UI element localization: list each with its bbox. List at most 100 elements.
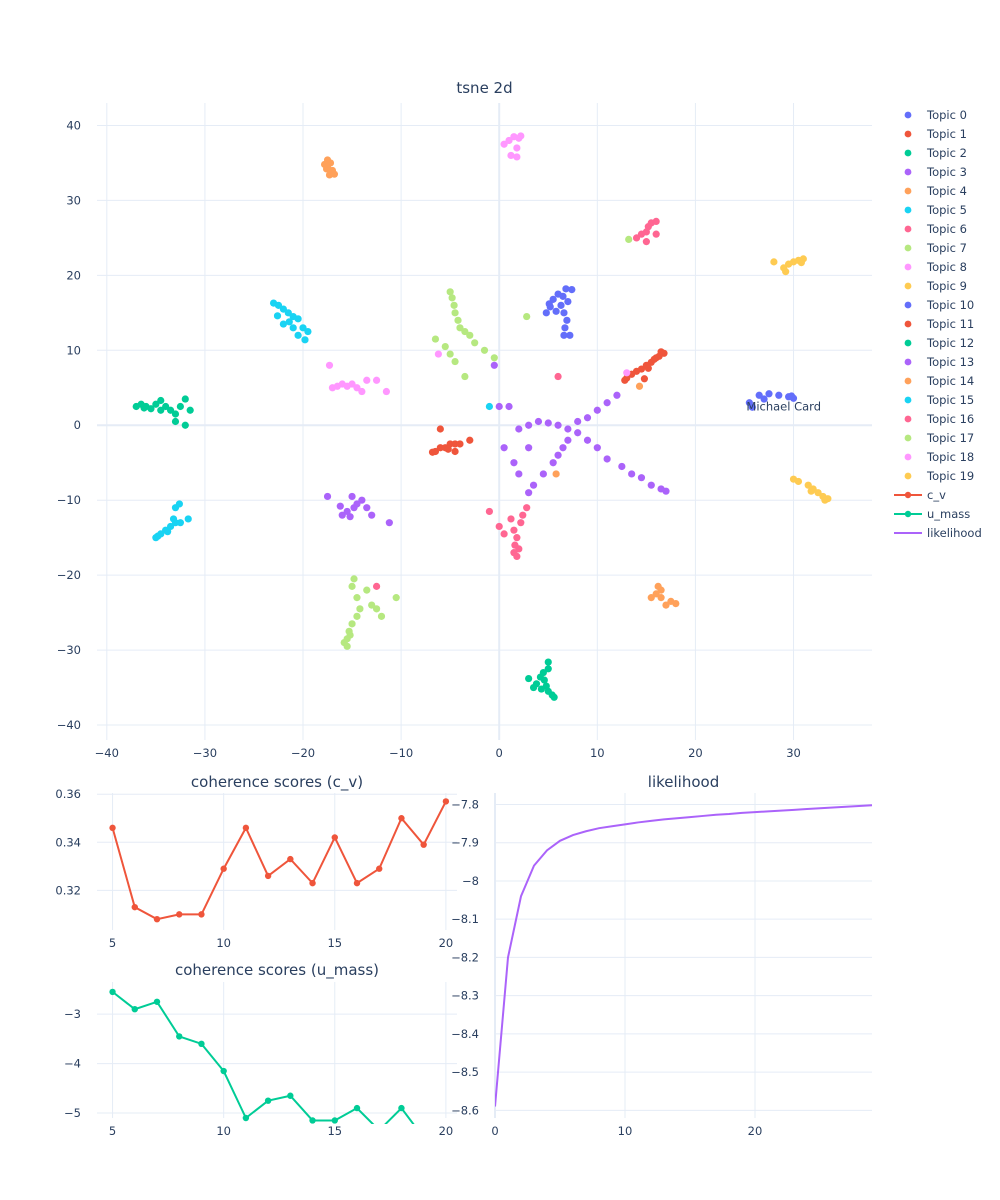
scatter-point <box>807 487 815 495</box>
scatter-point <box>559 292 567 300</box>
legend-item-topic-17[interactable]: Topic 17 <box>904 431 975 445</box>
legend-item-topic-3[interactable]: Topic 3 <box>904 165 967 179</box>
scatter-point <box>495 402 503 411</box>
legend-item-likelihood[interactable]: likelihood <box>894 526 982 540</box>
legend-item-topic-19[interactable]: Topic 19 <box>904 469 975 483</box>
scatter-point <box>480 346 489 354</box>
scatter-point <box>490 354 498 362</box>
line-marker <box>420 841 427 848</box>
scatter-point <box>171 410 180 418</box>
legend-item-c-v[interactable]: c_v <box>894 488 946 502</box>
legend-item-topic-1[interactable]: Topic 1 <box>904 127 967 141</box>
scatter-point <box>304 327 312 336</box>
scatter-point <box>525 444 533 452</box>
scatter-point <box>635 382 644 390</box>
scatter-point <box>523 312 531 321</box>
scatter-point <box>652 217 660 226</box>
x-tick-label: 30 <box>786 746 801 760</box>
legend-item-u-mass[interactable]: u_mass <box>894 507 970 521</box>
scatter-point <box>513 534 521 542</box>
scatter-point <box>323 492 332 501</box>
panel-umass: 5 10 15 20 −5 −4 −3 coherence scores (u_mass) <box>64 961 457 1138</box>
legend-item-topic-7[interactable]: Topic 7 <box>904 241 967 255</box>
scatter-point <box>325 361 334 369</box>
panel-likelihood: 0 10 20 −8.6 −8.5 −8.4 −8.3 −8.2 −8.1 −8 −7.9 −7.8 l… <box>451 773 873 1138</box>
scatter-point <box>662 601 670 609</box>
scatter-point <box>176 519 184 527</box>
legend-item-topic-15[interactable]: Topic 15 <box>904 393 975 407</box>
y-tick-label: −40 <box>57 718 81 732</box>
legend-item-topic-12[interactable]: Topic 12 <box>904 336 975 350</box>
x-tick-label: −20 <box>291 746 315 760</box>
scatter-point <box>557 301 565 309</box>
legend-label: Topic 13 <box>926 355 974 369</box>
chart-title: likelihood <box>648 773 719 791</box>
y-tick-label: −3 <box>64 1007 81 1021</box>
y-tick-label: −4 <box>64 1057 81 1071</box>
scatter-point <box>525 489 533 497</box>
x-tick-label: −30 <box>193 746 217 760</box>
scatter-point <box>515 545 523 553</box>
scatter-point <box>186 406 194 414</box>
scatter-point <box>517 519 525 527</box>
scatter-point <box>560 331 568 339</box>
legend-item-topic-11[interactable]: Topic 11 <box>904 317 975 331</box>
scatter-point <box>428 448 437 456</box>
scatter-point <box>544 419 552 427</box>
line-marker <box>109 824 116 832</box>
scatter-point <box>640 375 649 383</box>
scatter-point <box>294 331 302 339</box>
legend-item-topic-9[interactable]: Topic 9 <box>904 279 967 293</box>
scatter-point <box>534 417 543 426</box>
legend-label: Topic 5 <box>926 203 967 217</box>
legend-item-topic-13[interactable]: Topic 13 <box>904 355 975 369</box>
scatter-point <box>775 391 783 399</box>
series-topic-1 <box>621 348 668 384</box>
chart-title: tsne 2d <box>456 79 512 97</box>
legend-item-topic-14[interactable]: Topic 14 <box>904 374 975 388</box>
legend-label: Topic 8 <box>926 260 967 274</box>
series-topic-7 <box>431 288 498 381</box>
legend-item-topic-5[interactable]: Topic 5 <box>904 203 967 217</box>
scatter-point <box>284 309 292 317</box>
scatter-point <box>523 504 531 512</box>
scatter-point <box>621 376 629 384</box>
scatter-point <box>563 316 571 324</box>
scatter-point <box>166 406 175 414</box>
line-marker <box>153 998 161 1005</box>
legend-marker <box>904 282 912 290</box>
line-marker <box>353 879 361 887</box>
legend-label: Topic 7 <box>926 241 967 255</box>
x-tick-label: 5 <box>109 1124 116 1138</box>
scatter-point <box>657 594 665 602</box>
panel-tsne: −40 −30 −20 −10 0 10 20 30 −40 −30 −20 −10 0 10 20 30 40… <box>57 79 872 760</box>
scatter-point <box>299 324 307 332</box>
scatter-point <box>655 352 663 360</box>
legend-item-topic-10[interactable]: Topic 10 <box>904 298 975 312</box>
legend-item-topic-8[interactable]: Topic 8 <box>904 260 967 274</box>
legend-item-topic-6[interactable]: Topic 6 <box>904 222 967 236</box>
y-tick-label: −8.1 <box>451 912 479 926</box>
legend-item-topic-16[interactable]: Topic 16 <box>904 412 975 426</box>
scatter-point <box>672 600 680 608</box>
legend-marker <box>904 244 912 252</box>
scatter-point <box>559 444 567 452</box>
scatter-point <box>505 136 513 145</box>
y-tick-label: −10 <box>57 493 81 507</box>
scatter-point <box>461 372 469 381</box>
legend-item-topic-2[interactable]: Topic 2 <box>904 146 967 160</box>
scatter-point <box>279 305 287 313</box>
legend-label: likelihood <box>927 526 982 540</box>
legend-marker <box>904 377 912 385</box>
legend-item-topic-4[interactable]: Topic 4 <box>904 184 967 198</box>
legend-label: Topic 6 <box>926 222 967 236</box>
scatter-point <box>797 259 805 267</box>
legend-item-topic-18[interactable]: Topic 18 <box>904 450 975 464</box>
scatter-point <box>550 693 558 701</box>
legend-item-topic-0[interactable]: Topic 0 <box>904 108 967 122</box>
scatter-point <box>529 481 538 489</box>
legend-marker <box>904 491 912 499</box>
scatter-point <box>147 405 155 413</box>
scatter-point <box>181 421 189 429</box>
